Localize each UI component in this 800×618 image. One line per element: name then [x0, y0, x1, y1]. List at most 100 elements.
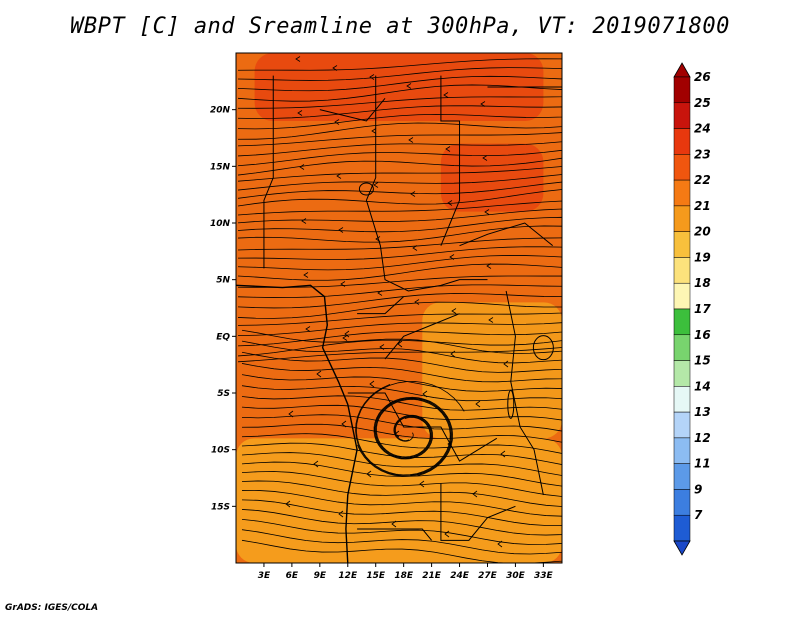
lat-tick-label: 10N [210, 219, 231, 229]
colorbar-label: 20 [694, 225, 711, 239]
streamline [237, 75, 562, 92]
streamline-arrow [369, 74, 375, 80]
streamline-arrow [486, 263, 492, 269]
streamline [237, 339, 562, 357]
streamline [237, 284, 562, 298]
streamline [237, 58, 562, 71]
field-region-hot-northeast-patch [440, 143, 544, 212]
streamline-arrow [503, 360, 509, 368]
colorbar-label: 17 [694, 302, 711, 316]
streamline [237, 237, 562, 251]
country-border [347, 392, 498, 462]
streamline-arrow [500, 450, 506, 458]
streamline-arrow [443, 92, 449, 98]
streamline [237, 312, 562, 326]
longitude-axis: 3E 6E 9E 12E 15E 18E 21E 24E 27E 30E 33E [258, 563, 554, 581]
streamline-arrow [373, 182, 379, 188]
lon-tick-label: 30E [506, 571, 526, 581]
country-border [357, 296, 404, 315]
streamline [237, 200, 562, 216]
colorbar-swatch [673, 463, 691, 490]
latitude-axis: 20N 15N 10N 5N EQ 5S 10S 15S [210, 106, 236, 512]
streamline-arrow [303, 272, 309, 278]
streamline [241, 509, 562, 536]
vortex-spiral [357, 397, 453, 477]
map-title: WBPT [C] and Sreamline at 300hPa, VT: 20… [70, 14, 730, 39]
streamline [241, 340, 562, 364]
streamline [237, 347, 562, 363]
streamline-arrow [419, 480, 425, 488]
colorbar-swatch [673, 154, 691, 181]
colorbar-label: 22 [694, 173, 711, 187]
streamline [237, 113, 562, 130]
streamline [237, 105, 562, 119]
streamline [237, 263, 562, 281]
colorbar-label: 11 [694, 457, 711, 471]
colorbar-swatch [673, 282, 691, 310]
streamline-arrow [295, 56, 301, 62]
streamline [241, 433, 562, 454]
colorbar-label: 13 [694, 405, 711, 419]
streamline-arrow [332, 65, 338, 71]
streamline-arrow [444, 530, 450, 538]
streamline-arrow [305, 326, 311, 332]
colorbar-swatch [673, 437, 691, 464]
colorbar-label: 14 [694, 379, 711, 393]
streamline [241, 499, 562, 526]
streamline-arrow [369, 380, 375, 388]
colorbar-swatch [673, 514, 691, 542]
streamline [237, 208, 562, 224]
streamline-arrow [377, 290, 383, 296]
colorbar-top-arrow [673, 62, 691, 78]
colorbar-label: 26 [694, 70, 711, 84]
streamline [237, 96, 562, 109]
streamline-arrow [366, 470, 372, 478]
lat-tick-label: 15N [210, 162, 231, 172]
streamline-arrow [316, 370, 322, 378]
streamline-arrow [341, 420, 347, 428]
streamline-arrow [371, 128, 377, 134]
colorbar-label: 24 [694, 122, 711, 136]
streamline-arrow [445, 146, 451, 152]
lat-tick-label: 5N [216, 276, 230, 286]
streamline-arrow [488, 317, 494, 323]
streamline-arrow [414, 299, 420, 305]
colorbar-swatch [673, 334, 691, 361]
lake-outline [507, 389, 515, 419]
streamline [241, 452, 562, 476]
lat-tick-label: 20N [210, 106, 231, 116]
lake-outline [532, 335, 554, 361]
lon-tick-label: 24E [450, 571, 470, 581]
streamline [237, 181, 562, 199]
streamline-arrow [301, 218, 307, 224]
lat-tick-label: 5S [217, 389, 230, 399]
field-region-warm-southeast [422, 302, 562, 439]
colorbar-swatch [673, 128, 691, 155]
streamline [237, 141, 562, 157]
streamline-arrow [450, 350, 456, 358]
plot-frame [235, 52, 563, 564]
streamline [237, 132, 562, 147]
streamline-arrow [344, 330, 350, 338]
lon-tick-label: 3E [258, 571, 271, 581]
streamline-arrow [410, 191, 416, 197]
lon-tick-label: 15E [366, 571, 386, 581]
streamline [237, 255, 562, 271]
streamline-arrow [285, 500, 291, 508]
streamline-arrow [484, 209, 490, 215]
streamline [237, 67, 562, 81]
streamline-arrow [336, 173, 342, 179]
streamline [241, 471, 562, 497]
colorbar-label: 25 [694, 96, 711, 110]
colorbar-label: 19 [694, 250, 711, 264]
lon-tick-label: 21E [422, 571, 442, 581]
streamline [237, 174, 562, 191]
streamline-arrow [412, 245, 418, 251]
field-region-cool-south [236, 438, 562, 563]
colorbar-swatch [673, 360, 691, 387]
streamline [241, 385, 562, 402]
colorbar-label: 16 [694, 328, 711, 342]
map-plot-area [235, 52, 563, 564]
lake-outline [358, 182, 374, 196]
streamline-arrow [406, 83, 412, 89]
